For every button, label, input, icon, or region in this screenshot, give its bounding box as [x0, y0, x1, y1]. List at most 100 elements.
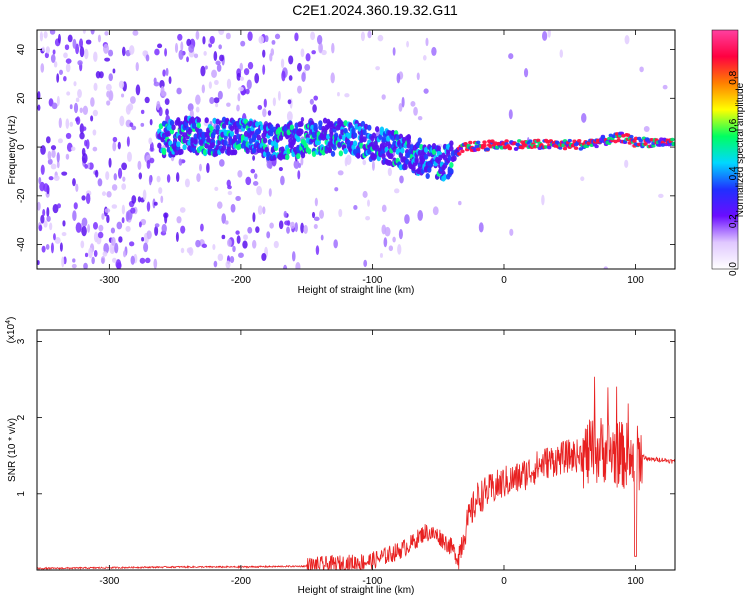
spectrogram-cell [337, 170, 344, 176]
spectrogram-cell [164, 212, 168, 224]
spectrogram-cell [195, 94, 201, 105]
spectrogram-cell [360, 31, 365, 42]
spectrogram-cell [273, 240, 279, 249]
spectrogram-cell [47, 150, 52, 161]
spectrogram-cell [406, 40, 409, 48]
spectrogram-ridge-cell [221, 144, 227, 151]
snr-scale-exp: 4 [5, 320, 12, 324]
spectrogram-cell [250, 168, 256, 174]
spectrogram-cell [88, 247, 93, 259]
spectrogram-cell [243, 68, 250, 76]
spectrogram-cell [257, 104, 263, 110]
spectrogram-cell [47, 158, 53, 165]
spectrogram-cell [95, 169, 99, 178]
spectrogram-cell [79, 46, 85, 58]
spectrogram-ridge-cell [204, 117, 209, 124]
spectrogram-cell [200, 65, 206, 77]
spectrogram-cell [392, 236, 396, 243]
spectrogram-ridge-cell [193, 138, 198, 145]
spectrogram-cell [581, 113, 587, 123]
spectrogram-cell [211, 69, 217, 78]
spectrogram-cell [294, 222, 298, 233]
spectrogram-cell [83, 262, 88, 269]
spectrogram-cell [312, 104, 317, 113]
spectrogram-cell [313, 224, 318, 229]
spectrogram-cell [301, 72, 306, 82]
spectrogram-cell [79, 107, 83, 114]
spectrogram-ridge-cell [351, 127, 356, 134]
spectrogram-ridge-cell [442, 174, 448, 181]
spectrogram-cell [295, 261, 301, 269]
spectrogram-cell [40, 145, 46, 155]
spectrogram-cell [50, 163, 57, 170]
spectrogram-cell [162, 69, 166, 77]
spectrogram-cell [141, 236, 145, 242]
spectrogram-cell [123, 250, 127, 258]
spectrogram-cell [202, 36, 206, 45]
spectrogram-ridge-cell [414, 156, 419, 163]
spectrogram-x-tick-label: -100 [362, 275, 382, 286]
spectrogram-cell [45, 46, 50, 54]
spectrogram-cell [63, 52, 68, 59]
spectrogram-cell [111, 204, 118, 209]
spectrogram-cell [92, 109, 98, 117]
colorbar: 0.0 0.2 0.4 0.6 0.8 Normalized spectral ampl… [711, 29, 746, 276]
snr-y-tick-label: 1 [16, 491, 27, 497]
spectrogram-ridge-cell [449, 140, 454, 147]
spectrogram-cell [269, 222, 274, 229]
spectrogram-cell [624, 159, 629, 169]
spectrogram-ridge-cell [169, 119, 175, 126]
spectrogram-cell [121, 46, 126, 57]
spectrogram-cell [375, 66, 380, 71]
spectrogram-cell [57, 33, 61, 44]
spectrogram-cell [75, 222, 82, 233]
snr-y-scale-label: (x104) [5, 317, 17, 344]
spectrogram-cell [65, 153, 70, 160]
spectrogram-cell [216, 201, 223, 209]
spectrogram-cell [383, 237, 388, 248]
spectrogram-cell [188, 247, 194, 256]
spectrogram-cell [508, 53, 514, 60]
spectrogram-cell [153, 81, 160, 87]
spectrogram-cell [129, 122, 134, 128]
spectrogram-ridge-cell [212, 128, 217, 135]
spectrogram-cell [226, 179, 231, 187]
spectrogram-ridge-cell [157, 142, 162, 149]
spectrogram-cell [57, 138, 63, 144]
spectrogram-cell [266, 231, 271, 239]
spectrogram-cell [213, 260, 218, 268]
spectrogram-cell [145, 54, 150, 62]
spectrogram-cell [148, 174, 152, 186]
spectrogram-cell [431, 46, 437, 56]
spectrogram-cell [101, 213, 105, 220]
spectrogram-cell [272, 97, 276, 107]
spectrogram-cell [61, 171, 68, 176]
spectrogram-cell [82, 30, 86, 34]
spectrogram-cell [112, 257, 117, 263]
spectrogram-cell [187, 103, 194, 112]
spectrogram-ridge-cell [535, 138, 541, 143]
spectrogram-cell [271, 40, 276, 45]
spectrogram-cell [65, 132, 72, 139]
spectrogram-cell [72, 38, 77, 49]
spectrogram-cell [149, 157, 155, 164]
spectrogram-cell [97, 231, 104, 239]
spectrogram-cell [215, 60, 221, 66]
spectrogram-cell [91, 256, 95, 265]
spectrogram-cell [541, 194, 545, 206]
spectrogram-cell [180, 41, 184, 52]
spectrogram-cell [320, 234, 324, 241]
spectrogram-cell [252, 239, 257, 249]
spectrogram-ridge-cell [515, 142, 520, 147]
spectrogram-cell [71, 263, 77, 269]
spectrogram-cell [284, 220, 290, 226]
snr-line [37, 376, 675, 570]
spectrogram-cell [126, 136, 130, 147]
spectrogram-cell [132, 30, 139, 36]
spectrogram-cell [213, 97, 220, 104]
spectrogram-ridge-cell [338, 150, 344, 157]
spectrogram-cell [425, 37, 429, 47]
spectrogram-cell [176, 87, 182, 95]
spectrogram-cell [319, 43, 323, 53]
spectrogram-cell [75, 183, 79, 193]
